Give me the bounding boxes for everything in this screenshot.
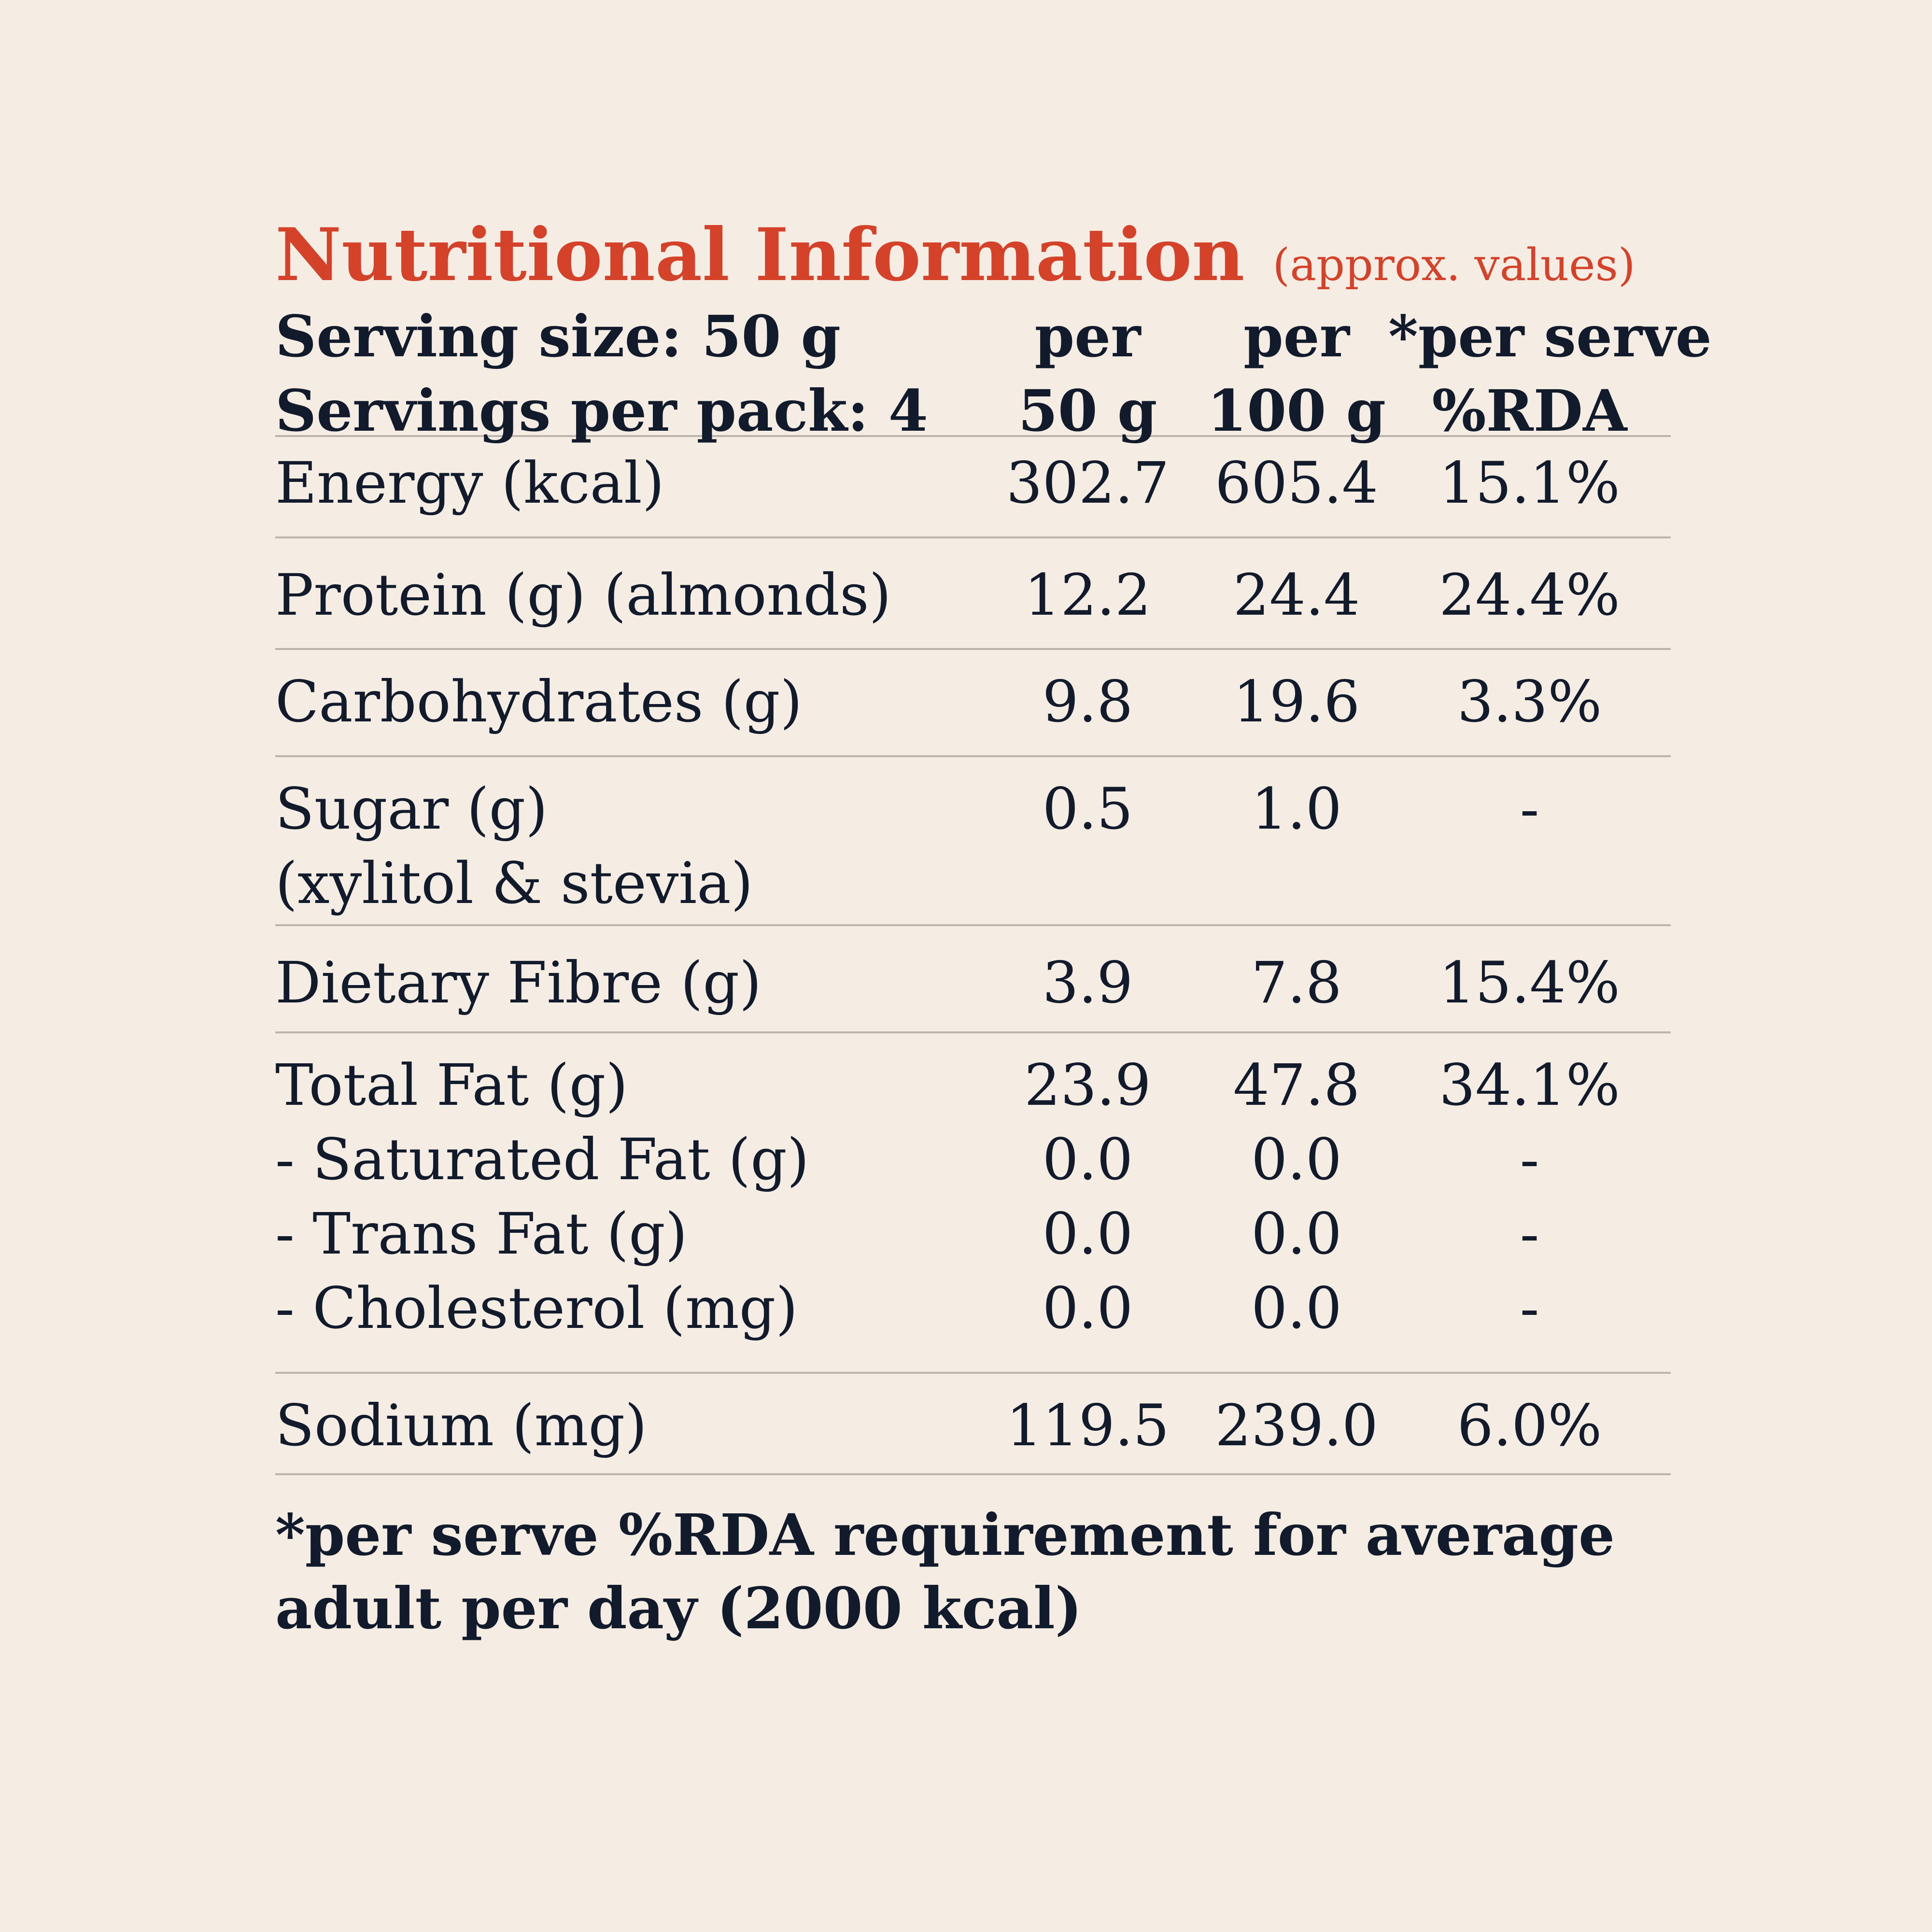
page-subtitle: (approx. values) <box>1272 239 1636 291</box>
footnote-line: *per serve %RDA requirement for average <box>275 1501 1615 1568</box>
serving-info: Serving size: 50 g Servings per pack: 4 <box>275 299 971 444</box>
table-header: Serving size: 50 g Servings per pack: 4 … <box>275 290 1712 444</box>
column-header-text: %RDA <box>1432 377 1627 444</box>
value-per-50g: 3.9 <box>1042 949 1133 1016</box>
value-per-100g: 19.6 <box>1233 668 1360 735</box>
value-per-100g-group: 47.8 0.0 0.0 0.0 <box>1205 1048 1388 1345</box>
nutrient-sublabel: - Cholesterol (mg) <box>275 1275 798 1341</box>
value-rda: 3.3% <box>1457 668 1602 735</box>
value-rda: - <box>1520 1200 1539 1267</box>
serving-size: Serving size: 50 g <box>275 303 841 370</box>
nutrient-label: Dietary Fibre (g) <box>275 949 762 1016</box>
value-rda: 15.4% <box>1439 949 1620 1016</box>
value-rda: - <box>1520 1126 1539 1193</box>
value-per-100g: 605.4 <box>1215 450 1378 516</box>
value-rda-group: 34.1% - - - <box>1388 1048 1671 1345</box>
value-per-100g: 239.0 <box>1215 1392 1378 1459</box>
value-per-50g: 0.5 <box>1042 776 1133 842</box>
nutrient-label: Sodium (mg) <box>275 1392 648 1459</box>
page-title: Nutritional Information <box>275 212 1245 297</box>
value-per-100g: 0.0 <box>1251 1126 1342 1193</box>
value-per-50g: 302.7 <box>1006 450 1170 516</box>
column-header-per-100g: per 100 g <box>1205 299 1388 444</box>
value-rda: - <box>1520 776 1539 842</box>
column-header-per-50g: per 50 g <box>971 299 1205 444</box>
nutrient-label: Energy (kcal) <box>275 450 664 516</box>
column-header-text: 100 g <box>1207 377 1386 444</box>
table-row: Energy (kcal) 302.7 605.4 15.1% <box>275 437 1671 538</box>
value-per-50g: 0.0 <box>1042 1200 1133 1267</box>
table-row: Total Fat (g) - Saturated Fat (g) - Tran… <box>275 1033 1671 1374</box>
column-header-text: *per serve <box>1388 303 1712 370</box>
column-header-text: 50 g <box>1018 377 1157 444</box>
nutrition-panel: Nutritional Information (approx. values)… <box>275 212 1712 1645</box>
nutrient-sublabel: - Saturated Fat (g) <box>275 1126 809 1193</box>
servings-per-pack: Servings per pack: 4 <box>275 377 928 444</box>
value-rda: 6.0% <box>1457 1392 1602 1459</box>
table-row: Sugar (g) (xylitol & stevia) 0.5 1.0 - <box>275 757 1671 926</box>
value-per-100g: 24.4 <box>1233 562 1360 628</box>
title-row: Nutritional Information (approx. values) <box>275 212 1671 297</box>
table-row: Sodium (mg) 119.5 239.0 6.0% <box>275 1374 1671 1475</box>
table-row: Carbohydrates (g) 9.8 19.6 3.3% <box>275 650 1671 757</box>
nutrient-label: Sugar (g) (xylitol & stevia) <box>275 772 971 920</box>
value-rda: 15.1% <box>1439 450 1620 516</box>
value-rda: - <box>1520 1275 1539 1341</box>
value-per-50g: 0.0 <box>1042 1126 1133 1193</box>
value-per-100g: 0.0 <box>1251 1200 1342 1267</box>
value-per-100g: 47.8 <box>1233 1052 1360 1118</box>
nutrient-label-main: Sugar (g) <box>275 776 548 842</box>
footnote-line: adult per day (2000 kcal) <box>275 1575 1082 1642</box>
value-per-100g: 0.0 <box>1251 1275 1342 1341</box>
nutrient-label: Total Fat (g) <box>275 1052 628 1118</box>
value-rda: 34.1% <box>1439 1052 1620 1118</box>
value-per-50g: 0.0 <box>1042 1275 1133 1341</box>
value-per-50g: 9.8 <box>1042 668 1133 735</box>
nutrient-label: Protein (g) (almonds) <box>275 562 891 628</box>
value-per-50g-group: 23.9 0.0 0.0 0.0 <box>971 1048 1205 1345</box>
table-row: Dietary Fibre (g) 3.9 7.8 15.4% <box>275 926 1671 1033</box>
nutrient-label-note: (xylitol & stevia) <box>275 850 753 917</box>
value-per-50g: 119.5 <box>1006 1392 1170 1459</box>
value-per-50g: 12.2 <box>1024 562 1151 628</box>
value-per-100g: 7.8 <box>1251 949 1342 1016</box>
value-per-50g: 23.9 <box>1024 1052 1151 1118</box>
value-per-100g: 1.0 <box>1251 776 1342 842</box>
value-rda: 24.4% <box>1439 562 1620 628</box>
nutrient-label: Carbohydrates (g) <box>275 668 803 735</box>
column-header-text: per <box>1034 303 1141 370</box>
nutrient-label-group: Total Fat (g) - Saturated Fat (g) - Tran… <box>275 1048 971 1345</box>
table-row: Protein (g) (almonds) 12.2 24.4 24.4% <box>275 538 1671 650</box>
nutrient-sublabel: - Trans Fat (g) <box>275 1200 688 1267</box>
column-header-rda: *per serve %RDA <box>1388 299 1712 444</box>
column-header-text: per <box>1243 303 1350 370</box>
footnote: *per serve %RDA requirement for average … <box>275 1498 1671 1645</box>
